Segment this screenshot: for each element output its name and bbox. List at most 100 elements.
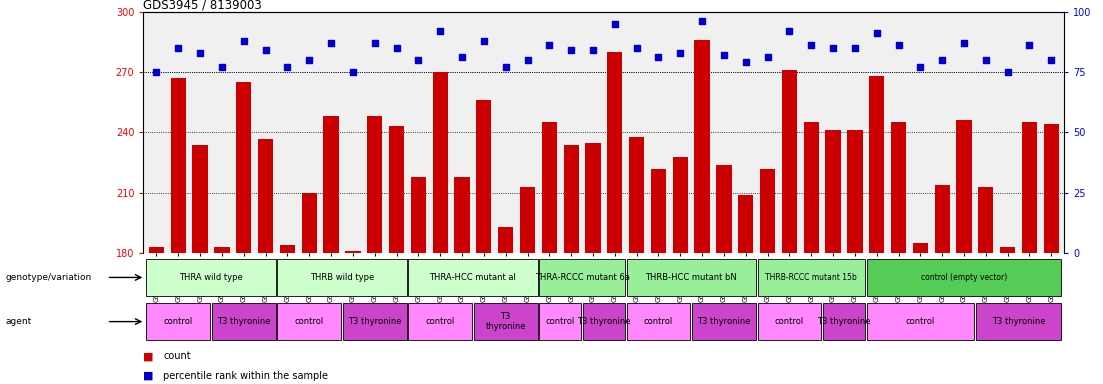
Bar <box>607 52 622 253</box>
Bar <box>1043 124 1059 253</box>
Bar <box>147 303 211 340</box>
Text: THRB wild type: THRB wild type <box>310 273 374 282</box>
Bar <box>804 122 818 253</box>
Text: T3 thyronine: T3 thyronine <box>817 317 870 326</box>
Point <box>955 40 973 46</box>
Point <box>344 69 362 75</box>
Point <box>585 47 602 53</box>
Point <box>1020 42 1038 48</box>
Bar <box>629 137 644 253</box>
Point <box>890 42 908 48</box>
Bar <box>976 303 1061 340</box>
Point <box>977 57 995 63</box>
Text: T3 thyronine: T3 thyronine <box>347 317 401 326</box>
Point <box>540 42 558 48</box>
Text: THRA-RCCC mutant 6a: THRA-RCCC mutant 6a <box>535 273 630 282</box>
Bar <box>193 145 207 253</box>
Point <box>366 40 384 46</box>
Point <box>322 40 340 46</box>
Bar <box>823 303 865 340</box>
Bar <box>956 121 972 253</box>
Point <box>737 59 754 65</box>
Point <box>563 47 580 53</box>
Point <box>496 64 514 70</box>
Bar <box>408 303 472 340</box>
Bar <box>760 169 775 253</box>
Bar <box>408 259 537 296</box>
Point <box>170 45 188 51</box>
Point <box>846 45 864 51</box>
Text: T3 thyronine: T3 thyronine <box>992 317 1046 326</box>
Bar <box>258 139 274 253</box>
Bar <box>499 227 513 253</box>
Bar <box>934 185 950 253</box>
Point <box>715 52 732 58</box>
Point <box>672 50 689 56</box>
Point <box>300 57 318 63</box>
Bar <box>692 303 756 340</box>
Bar <box>758 259 865 296</box>
Text: agent: agent <box>6 317 32 326</box>
Bar <box>345 252 361 253</box>
Text: THRA wild type: THRA wild type <box>179 273 243 282</box>
Point <box>802 42 820 48</box>
Bar <box>212 303 276 340</box>
Bar <box>539 259 624 296</box>
Point <box>868 30 886 36</box>
Bar <box>978 187 994 253</box>
Point <box>257 47 275 53</box>
Bar <box>367 116 383 253</box>
Point <box>388 45 406 51</box>
Bar <box>869 76 885 253</box>
Text: genotype/variation: genotype/variation <box>6 273 92 282</box>
Bar <box>867 259 1061 296</box>
Point <box>191 50 208 56</box>
Text: T3
thyronine: T3 thyronine <box>485 312 526 331</box>
Bar <box>627 259 756 296</box>
Bar <box>1000 247 1015 253</box>
Point <box>911 64 929 70</box>
Text: control: control <box>644 317 673 326</box>
Bar <box>236 82 251 253</box>
Bar <box>738 195 753 253</box>
Bar <box>476 100 492 253</box>
Bar <box>539 303 581 340</box>
Bar <box>782 70 797 253</box>
Point <box>235 38 253 44</box>
Point <box>148 69 165 75</box>
Text: T3 thyronine: T3 thyronine <box>217 317 270 326</box>
Bar <box>627 303 690 340</box>
Bar <box>716 165 731 253</box>
Text: THRB-RCCC mutant 15b: THRB-RCCC mutant 15b <box>765 273 857 282</box>
Bar <box>454 177 470 253</box>
Bar <box>673 157 688 253</box>
Bar <box>149 247 164 253</box>
Bar <box>214 247 229 253</box>
Text: control: control <box>163 317 193 326</box>
Bar <box>586 142 601 253</box>
Bar <box>432 72 448 253</box>
Bar <box>695 40 709 253</box>
Point <box>694 18 711 24</box>
Point <box>824 45 842 51</box>
Bar <box>1021 122 1037 253</box>
Bar <box>867 303 974 340</box>
Bar <box>847 131 863 253</box>
Bar <box>651 169 666 253</box>
Point <box>518 57 536 63</box>
Point <box>628 45 645 51</box>
Point <box>279 64 297 70</box>
Text: ■: ■ <box>143 371 154 381</box>
Point <box>759 55 777 61</box>
Point <box>409 57 427 63</box>
Point <box>213 64 231 70</box>
Bar <box>520 187 535 253</box>
Bar <box>277 303 341 340</box>
Point <box>1042 57 1060 63</box>
Text: control: control <box>774 317 804 326</box>
Bar <box>171 78 186 253</box>
Text: control: control <box>546 317 575 326</box>
Text: THRB-HCC mutant bN: THRB-HCC mutant bN <box>645 273 737 282</box>
Bar <box>912 243 928 253</box>
Text: THRA-HCC mutant al: THRA-HCC mutant al <box>429 273 516 282</box>
